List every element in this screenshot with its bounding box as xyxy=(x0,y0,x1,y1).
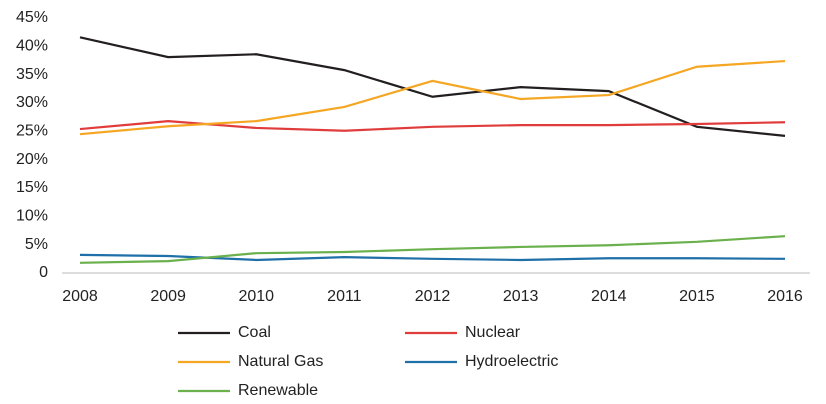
x-tick-label: 2016 xyxy=(767,288,803,305)
y-tick-label: 5% xyxy=(25,236,48,253)
y-tick-label: 45% xyxy=(16,9,48,26)
legend-label: Natural Gas xyxy=(238,353,323,370)
legend-label: Coal xyxy=(238,324,271,341)
legend-label: Hydroelectric xyxy=(465,353,558,370)
x-tick-label: 2011 xyxy=(327,288,362,305)
legend-label: Renewable xyxy=(238,382,318,399)
y-tick-label: 25% xyxy=(16,123,48,140)
x-tick-label: 2009 xyxy=(150,288,186,305)
y-tick-label: 40% xyxy=(16,38,48,55)
line-series xyxy=(79,235,786,264)
y-tick-label: 10% xyxy=(16,208,48,225)
line-series xyxy=(79,253,786,262)
y-tick-label: 15% xyxy=(16,179,48,196)
y-tick-label: 20% xyxy=(16,151,48,168)
x-tick-label: 2012 xyxy=(415,288,451,305)
x-tick-label: 2014 xyxy=(591,288,627,305)
line-series xyxy=(79,36,786,137)
legend-label: Nuclear xyxy=(465,324,521,341)
x-tick-label: 2010 xyxy=(238,288,274,305)
x-tick-label: 2013 xyxy=(503,288,539,305)
x-tick-label: 2008 xyxy=(62,288,98,305)
line-series xyxy=(79,120,786,132)
y-tick-label: 30% xyxy=(16,94,48,111)
line-series xyxy=(79,59,786,136)
y-tick-label: 0 xyxy=(39,264,48,281)
x-tick-label: 2015 xyxy=(679,288,715,305)
y-tick-label: 35% xyxy=(16,66,48,83)
